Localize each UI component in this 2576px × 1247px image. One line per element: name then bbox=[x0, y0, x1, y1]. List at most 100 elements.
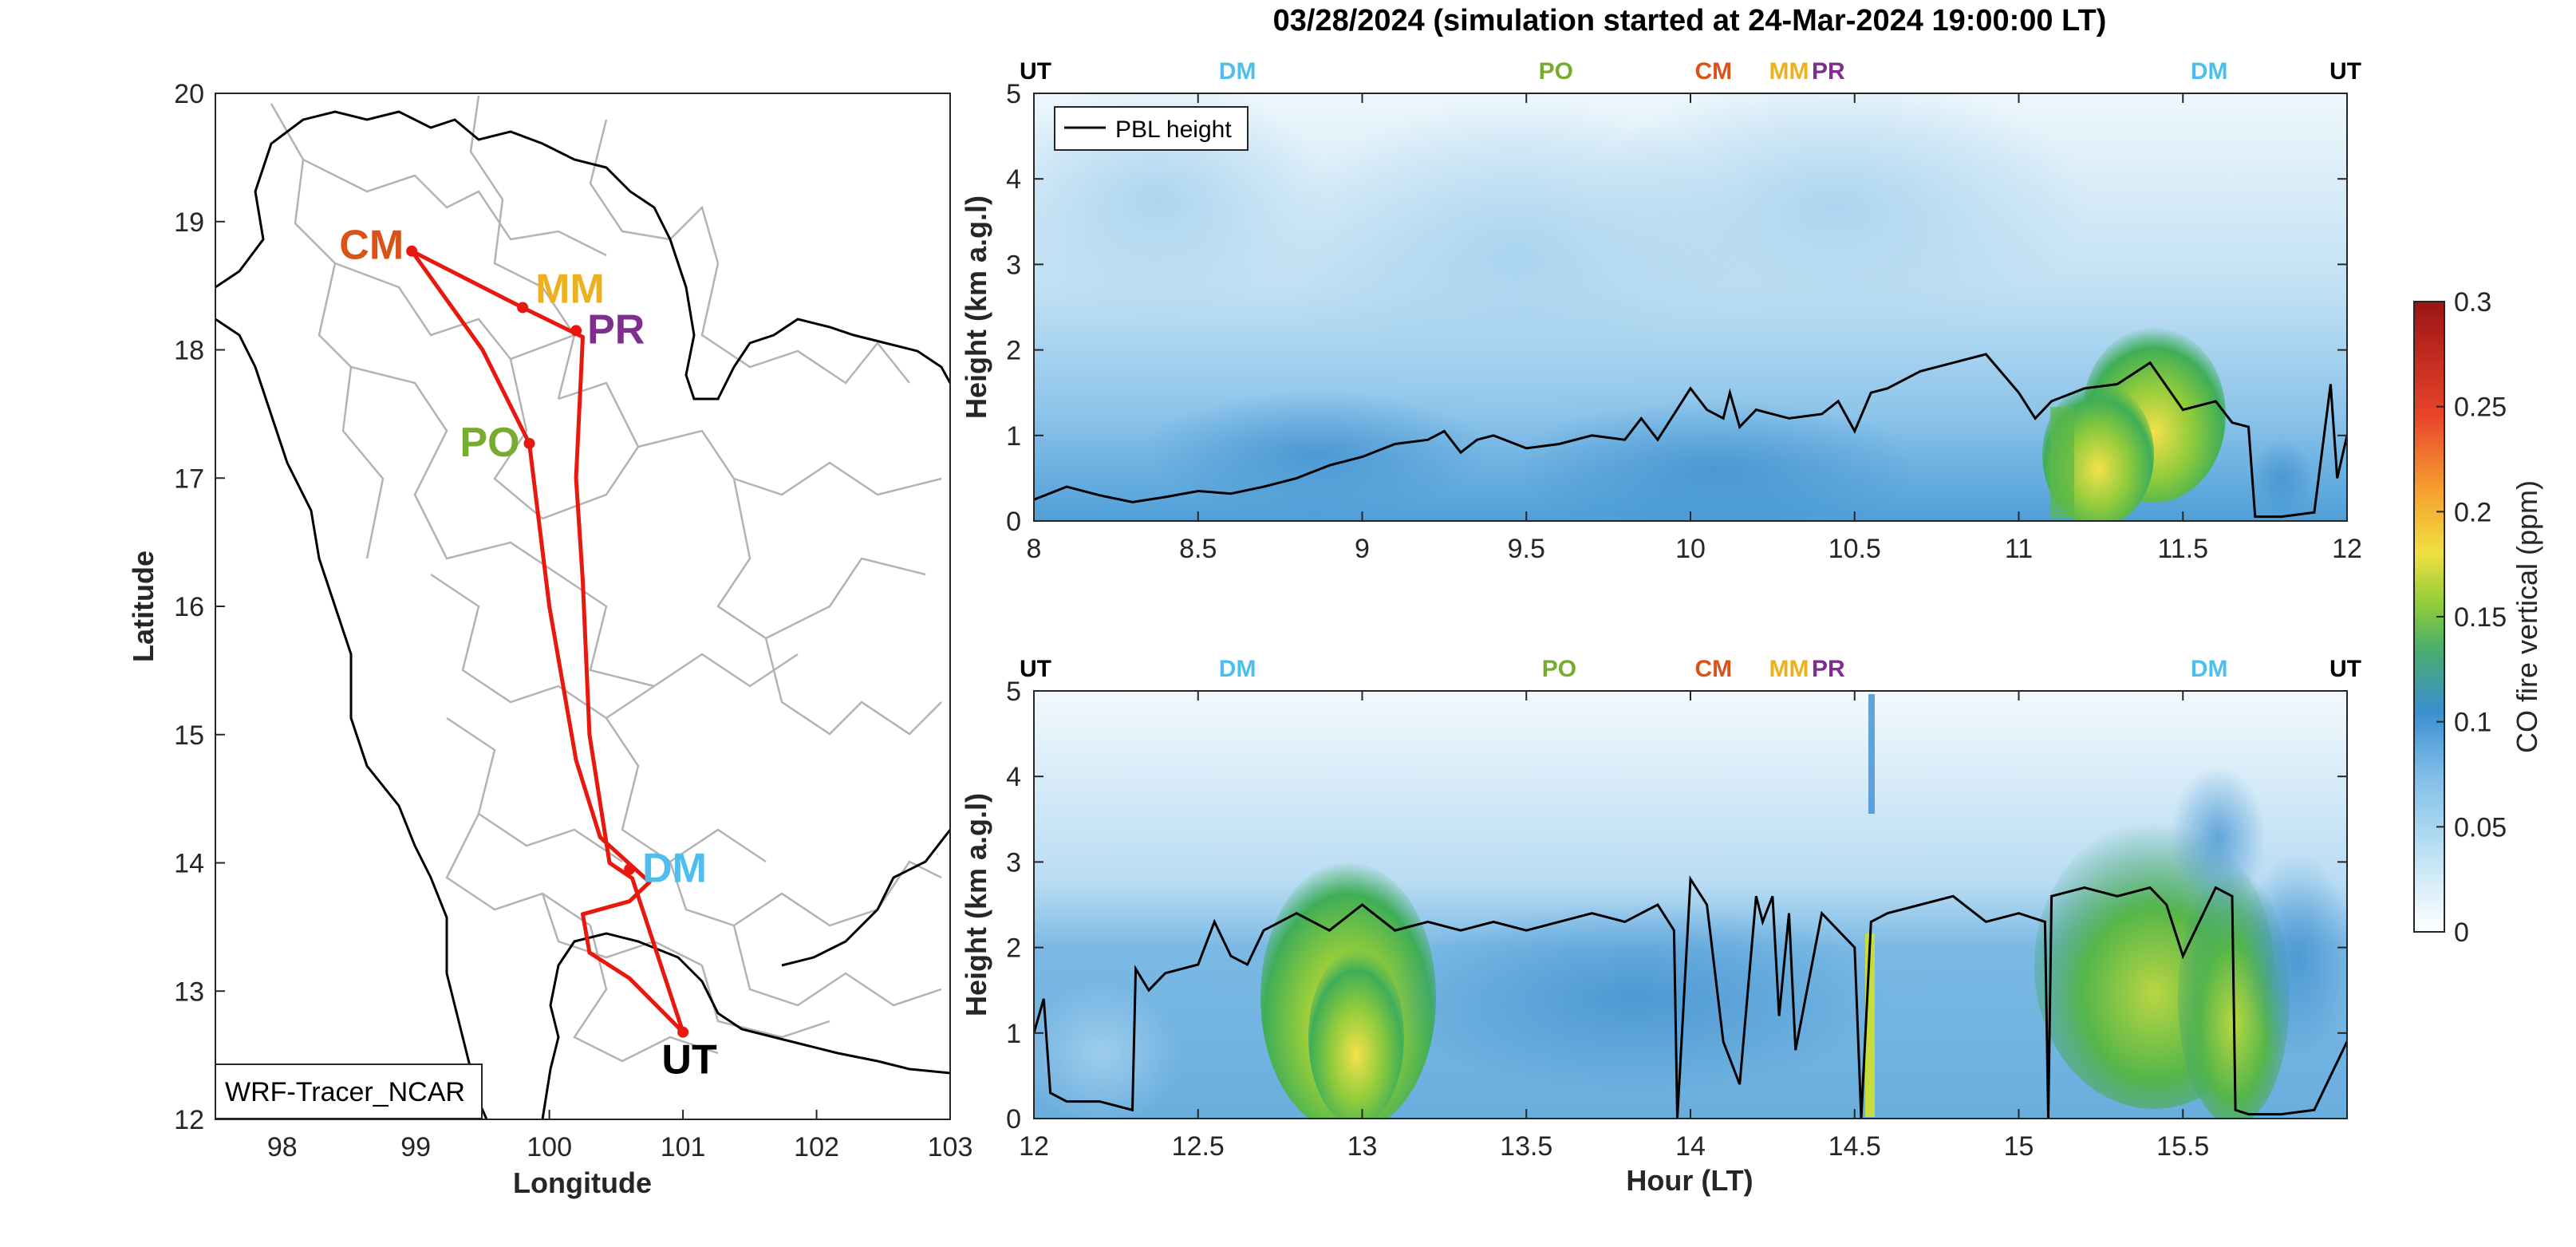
colorbar-tick-label: 0.3 bbox=[2454, 287, 2491, 318]
y-tick-label: 5 bbox=[1006, 79, 1021, 109]
x-tick-label: 12.5 bbox=[1172, 1131, 1225, 1162]
y-tick-label: 0 bbox=[1006, 1104, 1021, 1135]
x-tick-label: 10 bbox=[1675, 534, 1706, 564]
colorbar-tick-label: 0.1 bbox=[2454, 708, 2491, 738]
map-x-tick-label: 99 bbox=[400, 1132, 431, 1162]
site-marker-ut: UT bbox=[2329, 656, 2361, 682]
y-tick-label: 5 bbox=[1006, 677, 1021, 707]
site-marker-ut: UT bbox=[1020, 58, 1051, 85]
gulf-coast bbox=[541, 932, 950, 1119]
site-marker-cm: CM bbox=[1694, 58, 1732, 85]
x-tick-label: 13 bbox=[1347, 1131, 1378, 1162]
map-y-tick-label: 19 bbox=[174, 207, 204, 238]
site-marker-mm: MM bbox=[1769, 656, 1809, 682]
site-label-cm: CM bbox=[339, 223, 404, 269]
map-y-label: Latitude bbox=[127, 550, 160, 662]
x-tick-label: 14.5 bbox=[1828, 1131, 1881, 1162]
colorbar-label: CO fire vertical (ppm) bbox=[2511, 480, 2543, 753]
map-x-tick-label: 101 bbox=[661, 1132, 706, 1162]
heatmap-top-field bbox=[1034, 93, 2347, 521]
y-tick-label: 0 bbox=[1006, 507, 1021, 537]
heatmap-bottom-y-ticks: 0 1 2 3 4 5 bbox=[1006, 677, 2347, 1135]
map-x-label: Longitude bbox=[513, 1166, 652, 1199]
heatmap-top-site-markers: UT DM PO CM MM PR DM UT bbox=[1020, 58, 2361, 85]
site-label-mm: MM bbox=[535, 266, 605, 312]
x-tick-label: 11.5 bbox=[2157, 534, 2208, 564]
heatmap-bottom-site-markers: UT DM PO CM MM PR DM UT bbox=[1020, 656, 2361, 682]
heatmap-top-y-label: Height (km a.g.l) bbox=[960, 195, 992, 419]
map-y-tick-label: 14 bbox=[174, 849, 204, 879]
x-tick-label: 10.5 bbox=[1828, 534, 1881, 564]
site-marker-po: PO bbox=[1539, 58, 1573, 85]
colorbar-tick-label: 0.2 bbox=[2454, 497, 2491, 527]
site-dots bbox=[406, 245, 689, 1038]
colorbar-tick-label: 0.15 bbox=[2454, 602, 2507, 633]
map-x-tick-label: 98 bbox=[267, 1132, 298, 1162]
heatmap-bottom-x-ticks: 12 12.5 13 13.5 14 14.5 15 15.5 bbox=[1019, 691, 2209, 1162]
pbl-legend-label: PBL height bbox=[1115, 116, 1232, 143]
site-marker-po: PO bbox=[1542, 656, 1576, 682]
map-y-tick-label: 12 bbox=[174, 1105, 204, 1135]
colorbar: 0 0.05 0.1 0.15 0.2 0.25 0.3 CO fire vertical … bbox=[2413, 287, 2543, 948]
east-border bbox=[781, 829, 950, 967]
site-label-dm: DM bbox=[642, 846, 707, 892]
site-label-pr: PR bbox=[587, 306, 645, 353]
country-outline bbox=[215, 110, 950, 401]
site-marker-dm: DM bbox=[2191, 656, 2228, 682]
x-tick-label: 12 bbox=[2332, 534, 2362, 564]
route-line bbox=[409, 249, 685, 1034]
model-label-box: WRF-Tracer_NCAR bbox=[215, 1064, 483, 1119]
heatmap-bottom-y-label: Height (km a.g.l) bbox=[960, 793, 992, 1016]
site-label-ut: UT bbox=[661, 1037, 717, 1083]
site-dot-ut bbox=[677, 1026, 689, 1038]
y-tick-label: 3 bbox=[1006, 847, 1021, 878]
x-tick-label: 9 bbox=[1355, 534, 1370, 564]
site-marker-ut: UT bbox=[2329, 58, 2361, 85]
y-tick-label: 1 bbox=[1006, 1019, 1021, 1049]
site-marker-mm: MM bbox=[1769, 58, 1809, 85]
map-y-tick-label: 13 bbox=[174, 977, 204, 1007]
colorbar-ticks: 0 0.05 0.1 0.15 0.2 0.25 0.3 bbox=[2436, 287, 2507, 948]
site-label-po: PO bbox=[460, 420, 519, 466]
heatmap-bottom-field bbox=[1034, 691, 2347, 1119]
map-x-tick-label: 102 bbox=[794, 1132, 839, 1162]
model-label: WRF-Tracer_NCAR bbox=[225, 1077, 465, 1107]
site-marker-dm: DM bbox=[1219, 58, 1256, 85]
y-tick-label: 4 bbox=[1006, 164, 1021, 195]
site-marker-cm: CM bbox=[1694, 656, 1732, 682]
map-y-tick-label: 15 bbox=[174, 720, 204, 751]
colorbar-tick-label: 0.05 bbox=[2454, 812, 2507, 843]
map-x-ticks: 98 99 100 101 102 103 bbox=[267, 1110, 973, 1162]
y-tick-label: 3 bbox=[1006, 250, 1021, 280]
heatmap-top-x-ticks: 8 8.5 9 9.5 10 10.5 11 11.5 12 bbox=[1027, 93, 2362, 564]
x-tick-label: 8 bbox=[1027, 534, 1042, 564]
map-y-tick-label: 17 bbox=[174, 464, 204, 494]
x-tick-label: 11 bbox=[2005, 534, 2033, 564]
map-x-tick-label: 103 bbox=[928, 1132, 973, 1162]
x-tick-label: 12 bbox=[1019, 1131, 1049, 1162]
map-y-tick-label: 18 bbox=[174, 336, 204, 366]
map-y-ticks: 12 13 14 15 16 17 18 19 20 bbox=[174, 79, 225, 1135]
site-marker-dm: DM bbox=[1219, 656, 1256, 682]
x-tick-label: 15.5 bbox=[2156, 1131, 2209, 1162]
map-y-tick-label: 20 bbox=[174, 79, 204, 109]
x-tick-label: 13.5 bbox=[1500, 1131, 1552, 1162]
site-marker-pr: PR bbox=[1812, 656, 1845, 682]
pbl-height-line-bottom bbox=[1034, 875, 2347, 1119]
site-dot-cm bbox=[406, 245, 418, 257]
x-tick-label: 15 bbox=[2004, 1131, 2034, 1162]
y-tick-label: 2 bbox=[1006, 933, 1021, 964]
y-tick-label: 2 bbox=[1006, 336, 1021, 366]
site-marker-dm: DM bbox=[2191, 58, 2228, 85]
site-marker-pr: PR bbox=[1812, 58, 1845, 85]
x-tick-label: 14 bbox=[1675, 1131, 1706, 1162]
heatmap-bottom-x-label: Hour (LT) bbox=[1626, 1164, 1753, 1197]
figure-title: 03/28/2024 (simulation started at 24-Mar… bbox=[1273, 4, 2107, 37]
colorbar-tick-label: 0 bbox=[2454, 917, 2469, 948]
pbl-height-line-top bbox=[1034, 353, 2347, 519]
